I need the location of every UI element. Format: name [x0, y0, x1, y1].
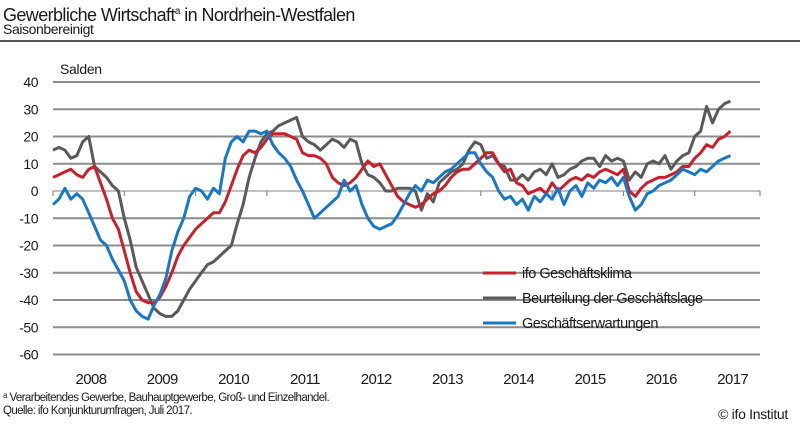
x-tick-label: 2009	[147, 371, 178, 388]
y-tick-label: -30	[19, 265, 38, 281]
data-series	[51, 99, 732, 321]
x-tick-label: 2008	[76, 371, 107, 388]
footnote-marker: a	[3, 391, 7, 400]
chart-title-main: Gewerbliche Wirtschaft	[3, 5, 175, 25]
footnote: a Verarbeitendes Gewerbe, Bauhauptgewerb…	[3, 389, 330, 405]
x-axis-tick-labels: 2008 2009 2010 2011 2012 2013 2014 2015 2016 2017	[76, 371, 750, 388]
series-line-1	[52, 99, 732, 318]
copyright: © ifo Institut	[718, 406, 788, 422]
x-tick-label: 2011	[290, 371, 320, 388]
series-line-0	[52, 129, 732, 305]
x-tick-label: 2016	[646, 371, 677, 388]
legend-label: Geschäftserwartungen	[522, 316, 658, 332]
y-tick-label: 20	[23, 129, 38, 145]
y-axis-label: Salden	[60, 61, 102, 77]
title-divider	[0, 40, 800, 42]
source-note: Quelle: ifo Konjunkturumfragen, Juli 201…	[3, 405, 193, 417]
legend: ifo Geschäftsklima Beurteilung der Geschä…	[483, 266, 703, 332]
y-axis-tick-labels: 40 30 20 10 0 -10 -20 -30 -40 -50 -60	[19, 74, 39, 363]
y-tick-label: -40	[19, 292, 38, 308]
chart-title: Gewerbliche Wirtschafta in Nordrhein-Wes…	[3, 2, 355, 25]
x-tick-label: 2013	[432, 371, 463, 388]
legend-label: Beurteilung der Geschäftslage	[522, 291, 703, 307]
title-footnote-marker: a	[174, 6, 181, 17]
chart-subtitle: Saisonbereinigt	[3, 21, 94, 37]
y-tick-label: -10	[19, 210, 38, 226]
y-tick-label: -60	[19, 347, 38, 363]
y-tick-label: -50	[19, 319, 38, 335]
footnote-text: Verarbeitendes Gewerbe, Bauhauptgewerbe,…	[6, 392, 330, 404]
y-tick-label: 40	[23, 74, 38, 90]
x-tick-label: 2015	[575, 371, 606, 388]
legend-label: ifo Geschäftsklima	[522, 266, 633, 282]
y-tick-label: -20	[19, 238, 38, 254]
x-tick-label: 2014	[503, 371, 534, 388]
x-tick-label: 2017	[717, 371, 748, 388]
x-tick-label: 2012	[361, 371, 392, 388]
series-line-2	[51, 129, 732, 321]
y-tick-label: 30	[23, 101, 38, 117]
x-tick-label: 2010	[218, 371, 249, 388]
y-tick-label: 0	[31, 183, 39, 199]
chart-title-suffix: in Nordrhein-Westfalen	[179, 5, 355, 25]
y-tick-label: 10	[23, 156, 38, 172]
